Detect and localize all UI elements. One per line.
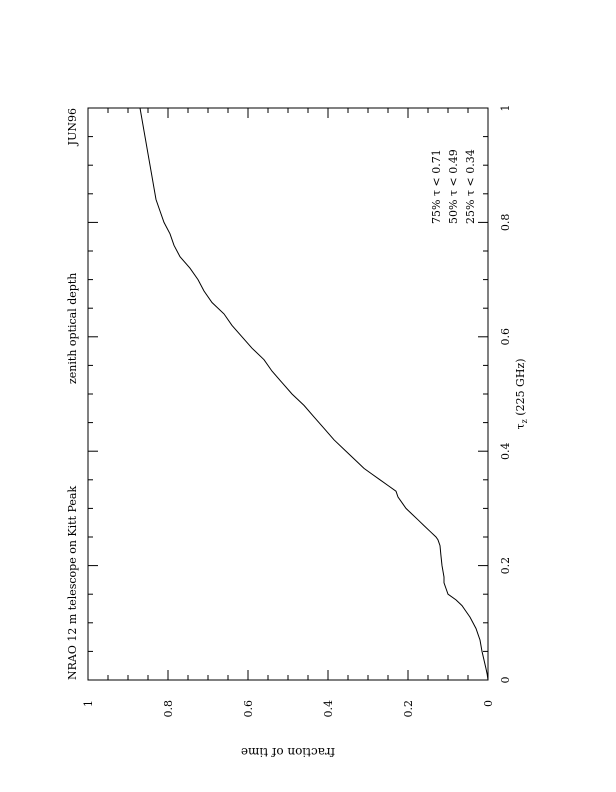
title-center: zenith optical depth	[66, 273, 79, 384]
y-tick-label: 0.8	[162, 700, 175, 718]
x-tick-label: 0.2	[499, 557, 512, 575]
y-tick-label: 0.4	[322, 700, 335, 718]
x-tick-label: 0.8	[499, 214, 512, 232]
y-tick-label: 0	[482, 700, 495, 707]
x-axis-label-main: τ	[514, 423, 527, 429]
x-tick-label: 0	[499, 677, 512, 684]
annotation-50: 50% τ < 0.49	[447, 149, 460, 224]
annotation-75: 75% τ < 0.71	[430, 149, 443, 224]
ticks-layer	[87, 107, 489, 681]
annotation-25: 25% τ < 0.34	[464, 149, 477, 224]
x-tick-label: 1	[499, 105, 512, 112]
x-tick-label: 0.4	[499, 442, 512, 460]
x-axis-label: τz (225 GHz)	[514, 358, 529, 429]
title-left: NRAO 12 m telescope on Kitt Peak	[66, 486, 79, 680]
title-right: JUN96	[66, 108, 79, 146]
y-axis-label: fraction of time	[241, 745, 335, 759]
plot-frame	[87, 107, 489, 681]
x-tick-label: 0.6	[499, 328, 512, 346]
y-tick-label: 0.6	[242, 700, 255, 718]
x-axis-label-rest: (225 GHz)	[514, 358, 527, 419]
y-tick-label: 1	[82, 700, 95, 707]
tick-labels-layer: 0 0.2 0.4 0.6 0.8 1 0 0.2 0.4 0.6 0.8 1	[82, 105, 512, 718]
x-axis-label-sub: z	[520, 419, 529, 423]
y-tick-label: 0.2	[402, 700, 415, 718]
series-line	[139, 107, 489, 681]
